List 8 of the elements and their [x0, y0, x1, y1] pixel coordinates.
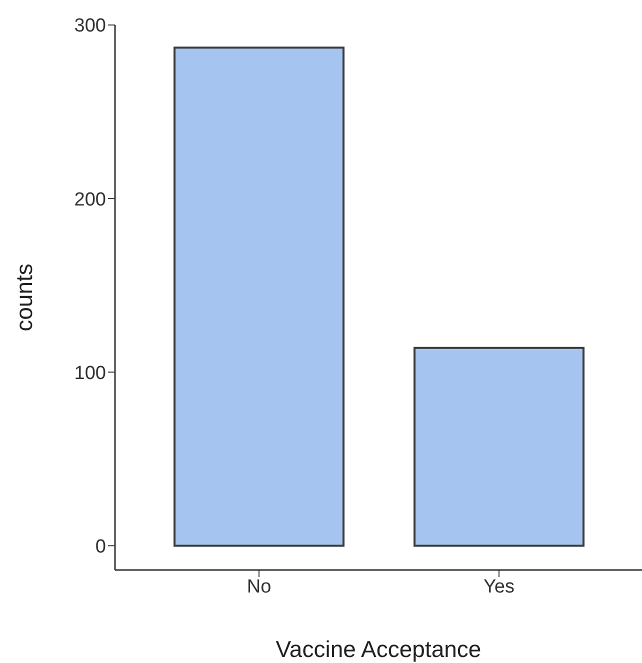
- x-tick-label: Yes: [484, 576, 514, 598]
- y-tick-label: 200: [74, 189, 106, 210]
- y-tick-label: 100: [74, 362, 106, 384]
- x-tick-label: No: [246, 576, 272, 598]
- x-axis-title: Vaccine Acceptance: [276, 636, 482, 662]
- y-axis-title: counts: [11, 264, 38, 332]
- y-tick-label: 300: [74, 16, 106, 37]
- y-tick-label: 0: [95, 536, 106, 558]
